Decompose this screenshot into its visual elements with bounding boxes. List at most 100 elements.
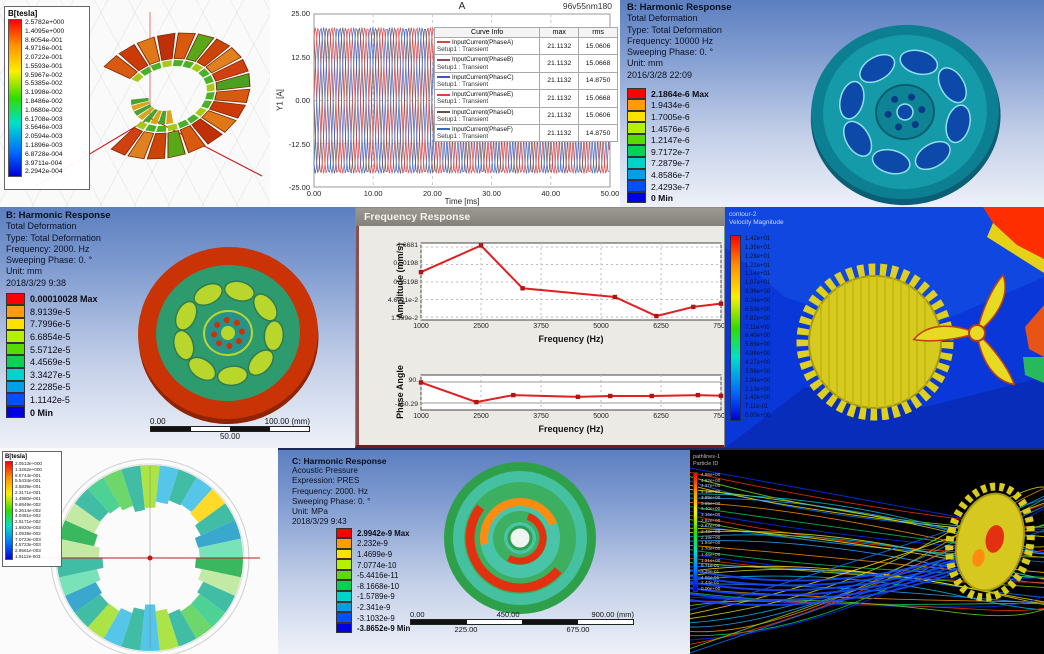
amplitude-ticks: 1.6681 0.50198 0.15198 4.6011e-2 1.399e-2 bbox=[387, 242, 418, 322]
contour-title: contour-2 Velocity Magnitude bbox=[729, 211, 784, 227]
acoustic-disc-render bbox=[444, 462, 596, 614]
legend-swatch bbox=[336, 580, 352, 592]
legend-swatch bbox=[627, 157, 646, 169]
panel-flux-torus: B[tesla] 2.5782e+000 1.4095e+000 8.6054e-0… bbox=[0, 0, 270, 207]
flux-rotor-legend: B[tesla] 2.0513e+000 1.3262e+000 8.5744e-0… bbox=[2, 451, 62, 567]
legend-title: B[tesla] bbox=[5, 454, 28, 460]
legend-swatch bbox=[336, 569, 352, 581]
legend-swatch bbox=[627, 133, 646, 146]
y-tick-labels: 25.00 12.50 0.00 -12.50 -25.00 bbox=[288, 9, 310, 192]
color-scale-bar bbox=[5, 461, 13, 560]
result-lines: Acoustic Pressure Expression: PRES Frequen… bbox=[292, 466, 371, 527]
window-titlebar[interactable]: Frequency Response bbox=[356, 208, 724, 226]
pathlines-name: pathlines-1 bbox=[693, 454, 720, 460]
color-scale-bar bbox=[730, 235, 741, 421]
rotor-section-render bbox=[40, 458, 260, 654]
legend-values: 2.5782e+000 1.4095e+000 8.6054e-001 4.9716e… bbox=[25, 19, 65, 176]
curve-info-table: Curve Info max rms InputCurrent(PhaseA) S… bbox=[433, 27, 618, 143]
frequency-response-charts bbox=[418, 242, 724, 411]
ruler-left-label: 0.00 bbox=[150, 417, 166, 426]
table-row: InputCurrent(PhaseE) Setup1 : Transient 2… bbox=[433, 89, 618, 108]
velocity-values: 1.42e+01 1.35e+01 1.28e+01 1.21e+01 1.14e+01… bbox=[745, 236, 771, 420]
col-rms: rms bbox=[578, 27, 618, 38]
x-axis-label: Time [ms] bbox=[444, 197, 480, 206]
legend-swatch bbox=[6, 368, 25, 381]
acoustic-legend: 2.9942e-9 Max 2.232e-9 1.4699e-9 7.0774e… bbox=[336, 527, 410, 634]
plot-title: A bbox=[458, 1, 466, 12]
pathlines-title: pathlines-1 Particle ID bbox=[693, 454, 720, 467]
panel-velocity-contour: contour-2 Velocity Magnitude 1.42e+01 1.3… bbox=[725, 207, 1044, 448]
wheel-render bbox=[138, 246, 319, 425]
panel-deformation-10000: B: Harmonic Response Total Deformation Ty… bbox=[620, 0, 1044, 207]
legend-swatch bbox=[336, 601, 352, 613]
amp-x-axis-label: Frequency (Hz) bbox=[538, 334, 604, 344]
pathlines-variable: Particle ID bbox=[693, 460, 719, 467]
cfd-field-render bbox=[725, 207, 1044, 448]
result-lines: Total Deformation Type: Total Deformation… bbox=[6, 221, 101, 288]
series-color-swatch bbox=[437, 128, 450, 131]
table-row: InputCurrent(PhaseB) Setup1 : Transient 2… bbox=[433, 54, 618, 73]
color-scale-bar bbox=[8, 19, 22, 177]
series-color-swatch bbox=[437, 110, 450, 113]
legend-swatch bbox=[6, 330, 25, 343]
legend-swatch bbox=[6, 393, 25, 406]
scale-ruler: 0.00 100.00 (mm) 50.00 bbox=[150, 417, 310, 441]
col-curve-info: Curve Info bbox=[433, 27, 541, 38]
legend-swatch bbox=[336, 527, 352, 539]
panel-current-plot: A 96v55nm180 Y1 [A] 25.00 12.50 0.00 -12.50… bbox=[270, 0, 620, 207]
legend-swatch bbox=[627, 168, 646, 181]
color-scale-bar bbox=[693, 472, 698, 592]
col-max: max bbox=[539, 27, 580, 38]
result-lines: Total Deformation Type: Total Deformation… bbox=[627, 13, 722, 80]
legend-swatch bbox=[336, 591, 352, 602]
legend-swatch bbox=[336, 612, 352, 623]
legend-swatch bbox=[6, 305, 25, 318]
panel-acoustic-pressure: C: Harmonic Response Acoustic Pressure Ex… bbox=[278, 448, 690, 654]
pathlines-render bbox=[690, 467, 1044, 654]
table-row: InputCurrent(PhaseC) Setup1 : Transient 2… bbox=[433, 71, 618, 91]
series-color-swatch bbox=[437, 76, 450, 79]
result-info: B: Harmonic Response Total Deformation Ty… bbox=[6, 210, 111, 289]
x-tick-labels: 0.00 10.00 20.00 30.00 40.00 50.00 bbox=[306, 189, 620, 198]
legend-title: B[tesla] bbox=[8, 9, 38, 18]
legend-swatch bbox=[627, 122, 646, 134]
table-row: InputCurrent(PhaseD) Setup1 : Transient 2… bbox=[433, 106, 618, 126]
series-color-swatch bbox=[437, 58, 450, 61]
phase-ticks: 90. -150.29 bbox=[394, 377, 418, 408]
legend-swatch bbox=[6, 355, 25, 369]
ruler-top-labels: 0.00 450.00 900.00 (mm) bbox=[410, 610, 634, 619]
table-row: InputCurrent(PhaseF) Setup1 : Transient 2… bbox=[433, 124, 618, 143]
series-color-swatch bbox=[437, 41, 450, 44]
ruler-mid-label: 50.00 bbox=[219, 432, 241, 441]
result-header: B: Harmonic Response bbox=[6, 210, 111, 221]
phase-x-axis-label: Frequency (Hz) bbox=[538, 424, 604, 434]
legend-values: 2.0513e+000 1.3262e+000 8.5744e-001 5.5434e… bbox=[15, 461, 42, 559]
panel-deformation-2000: B: Harmonic Response Total Deformation Ty… bbox=[0, 207, 355, 448]
table-row: InputCurrent(PhaseA) Setup1 : Transient 2… bbox=[433, 36, 618, 56]
contour-name: contour-2 bbox=[729, 211, 757, 218]
legend-swatch bbox=[6, 380, 25, 394]
result-header: B: Harmonic Response bbox=[627, 2, 732, 13]
pathlines-legend: 4.86e+00 4.62e+00 4.37e+00 4.13e+00 3.89e+00… bbox=[693, 472, 720, 592]
panel-flux-rotor: B[tesla] 2.0513e+000 1.3262e+000 8.5744e-0… bbox=[0, 448, 278, 654]
deformation-legend: 2.1864e-6 Max 1.9434e-6 1.7005e-6 1.4576… bbox=[627, 87, 709, 204]
legend-swatch bbox=[336, 538, 352, 549]
ruler-q3-label: 675.00 bbox=[566, 625, 590, 634]
legend-swatch bbox=[6, 342, 25, 356]
velocity-legend: 1.42e+01 1.35e+01 1.28e+01 1.21e+01 1.14e+01… bbox=[730, 235, 770, 421]
window-title: Frequency Response bbox=[364, 211, 471, 223]
window-left-edge bbox=[356, 226, 359, 445]
legend-swatch bbox=[336, 559, 352, 570]
result-info: C: Harmonic Response Acoustic Pressure Ex… bbox=[292, 456, 387, 527]
contour-variable: Velocity Magnitude bbox=[729, 219, 784, 226]
legend-swatch bbox=[627, 110, 646, 123]
legend-swatch bbox=[336, 622, 352, 634]
ruler-q1-label: 225.00 bbox=[454, 625, 478, 634]
curve-info-rows: InputCurrent(PhaseA) Setup1 : Transient 2… bbox=[433, 36, 618, 143]
series-color-swatch bbox=[437, 93, 450, 96]
legend-swatch bbox=[627, 145, 646, 158]
flywheel-render bbox=[810, 24, 1001, 206]
frequency-response-window: Frequency Response Amplitude (mm/s) 1.66… bbox=[355, 207, 725, 448]
ruler-right-label: 100.00 (mm) bbox=[264, 417, 310, 426]
